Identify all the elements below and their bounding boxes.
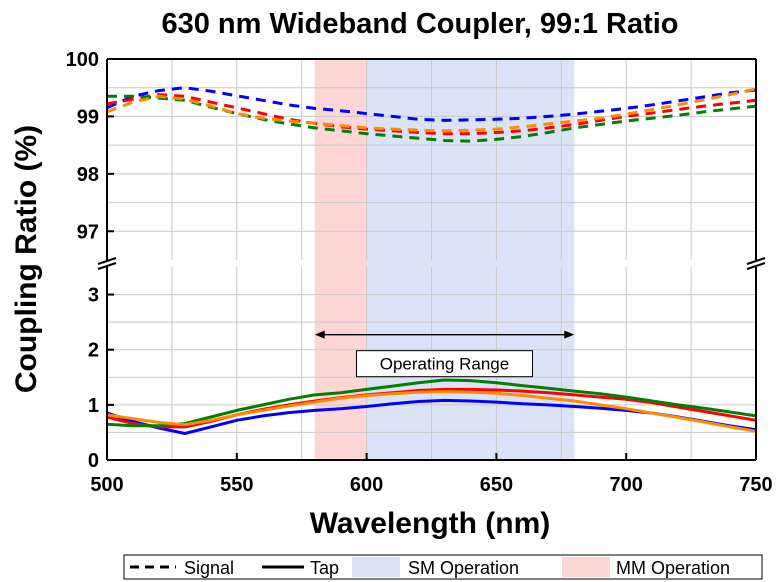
legend: Signal Tap SM Operation MM Operation bbox=[123, 554, 763, 580]
legend-sm-swatch bbox=[352, 557, 400, 577]
operating-range-box bbox=[355, 350, 533, 378]
legend-tap-label: Tap bbox=[310, 558, 339, 578]
y-lower-tick-label-1: 1 bbox=[88, 395, 99, 417]
y-upper-tick-label-98: 98 bbox=[77, 164, 99, 186]
x-tick-label-600: 600 bbox=[350, 474, 383, 496]
arrowhead-left bbox=[314, 330, 325, 339]
break-mark-b-0 bbox=[97, 262, 117, 270]
operating-range-label: Operating Range bbox=[380, 355, 509, 374]
series-0-signal bbox=[106, 86, 757, 122]
plot-frame bbox=[97, 58, 766, 461]
x-tick-label-550: 550 bbox=[220, 474, 253, 496]
break-mark-a-0 bbox=[97, 257, 117, 265]
operating-range-annotation: Operating Range bbox=[314, 330, 575, 378]
series-6-tap bbox=[106, 378, 757, 428]
y-axis-title: Coupling Ratio (%) bbox=[10, 125, 43, 393]
x-tick-label-650: 650 bbox=[480, 474, 513, 496]
series-2-signal bbox=[107, 94, 757, 143]
legend-mm-swatch bbox=[562, 557, 610, 577]
x-tick-label-750: 750 bbox=[739, 474, 772, 496]
break-mark-b-1 bbox=[746, 262, 766, 270]
break-gap-1 bbox=[747, 260, 765, 267]
break-mark-a-1 bbox=[746, 257, 766, 265]
legend-signal-label: Signal bbox=[184, 558, 234, 578]
y-lower-tick-label-2: 2 bbox=[88, 340, 99, 362]
y-upper-tick-label-97: 97 bbox=[77, 221, 99, 243]
y-lower-tick-label-0: 0 bbox=[88, 450, 99, 472]
y-upper-tick-label-99: 99 bbox=[77, 106, 99, 128]
x-tick-label-700: 700 bbox=[610, 474, 643, 496]
x-tick-label-500: 500 bbox=[90, 474, 123, 496]
tick-labels: 500 550 600 650 700 750 97 98 99 100 0 1 2 3 bbox=[66, 49, 773, 496]
grid-lines bbox=[106, 58, 757, 460]
legend-box bbox=[123, 554, 763, 580]
legend-mm-label: MM Operation bbox=[616, 558, 730, 578]
series-3-signal bbox=[106, 87, 757, 133]
arrowhead-right bbox=[564, 330, 575, 339]
break-gap-0 bbox=[98, 260, 116, 267]
legend-sm-label: SM Operation bbox=[408, 558, 519, 578]
series-1-signal bbox=[106, 93, 757, 136]
data-series bbox=[106, 86, 757, 435]
series-7-tap bbox=[106, 390, 757, 433]
x-axis-title: Wavelength (nm) bbox=[310, 507, 551, 540]
y-upper-tick-label-100: 100 bbox=[66, 49, 99, 71]
y-lower-tick-label-3: 3 bbox=[88, 285, 99, 307]
chart-title: 630 nm Wideband Coupler, 99:1 Ratio bbox=[161, 8, 678, 40]
